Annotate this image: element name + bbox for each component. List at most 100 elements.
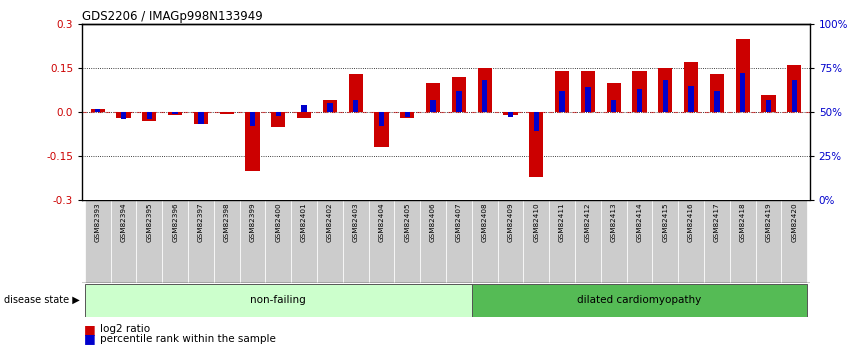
Bar	[740, 73, 746, 112]
Text: GSM82404: GSM82404	[378, 203, 385, 242]
Text: GSM82394: GSM82394	[120, 203, 126, 242]
Text: dilated cardiomyopathy: dilated cardiomyopathy	[578, 295, 701, 305]
Bar	[611, 100, 617, 112]
Bar	[275, 112, 281, 116]
Bar	[394, 200, 420, 283]
Bar	[606, 83, 621, 112]
Bar	[482, 80, 488, 112]
Text: GSM82403: GSM82403	[352, 203, 359, 242]
Bar	[688, 86, 694, 112]
Bar	[446, 200, 472, 283]
Bar	[111, 200, 137, 283]
Bar	[297, 112, 311, 118]
Bar	[755, 200, 781, 283]
Bar	[766, 100, 771, 112]
Bar	[714, 91, 720, 112]
Bar	[220, 112, 234, 114]
Bar	[652, 200, 678, 283]
Bar	[137, 200, 162, 283]
Bar	[601, 200, 627, 283]
Bar	[735, 39, 750, 112]
Bar	[245, 112, 260, 171]
Bar	[168, 112, 182, 115]
Bar	[581, 71, 595, 112]
Bar	[632, 71, 647, 112]
Bar	[214, 200, 240, 283]
Text: GSM82399: GSM82399	[249, 203, 255, 242]
Bar	[240, 200, 265, 283]
Bar	[374, 112, 389, 147]
Text: GSM82419: GSM82419	[766, 203, 772, 242]
Bar	[529, 112, 543, 177]
Bar	[317, 200, 343, 283]
Text: GSM82397: GSM82397	[198, 203, 204, 242]
Bar	[637, 89, 643, 112]
Bar	[533, 112, 539, 131]
Bar	[343, 200, 369, 283]
Bar	[327, 104, 333, 112]
Bar	[523, 200, 549, 283]
Bar	[271, 112, 286, 127]
Bar	[575, 200, 601, 283]
Bar	[549, 200, 575, 283]
Text: GSM82407: GSM82407	[456, 203, 462, 242]
Text: GSM82405: GSM82405	[404, 203, 410, 242]
Text: GSM82400: GSM82400	[275, 203, 281, 242]
Bar	[172, 112, 178, 114]
Bar	[420, 200, 446, 283]
Bar	[503, 112, 518, 115]
Bar	[95, 109, 100, 112]
Bar	[116, 112, 131, 118]
Text: GSM82393: GSM82393	[94, 203, 100, 242]
Bar	[85, 284, 472, 317]
Bar	[472, 284, 807, 317]
Bar	[85, 200, 111, 283]
Bar	[430, 100, 436, 112]
Bar	[249, 112, 255, 126]
Bar	[761, 95, 776, 112]
Bar	[498, 200, 523, 283]
Text: GSM82411: GSM82411	[559, 203, 565, 242]
Bar	[472, 200, 498, 283]
Bar	[704, 200, 730, 283]
Text: ■: ■	[84, 332, 100, 345]
Text: GSM82408: GSM82408	[481, 203, 488, 242]
Bar	[323, 100, 337, 112]
Text: log2 ratio: log2 ratio	[100, 325, 150, 334]
Text: GSM82413: GSM82413	[611, 203, 617, 242]
Bar	[627, 200, 652, 283]
Text: percentile rank within the sample: percentile rank within the sample	[100, 334, 275, 344]
Text: GSM82412: GSM82412	[585, 203, 591, 242]
Text: GSM82402: GSM82402	[326, 203, 333, 242]
Bar	[121, 112, 126, 119]
Text: GSM82406: GSM82406	[430, 203, 436, 242]
Bar	[426, 83, 440, 112]
Bar	[265, 200, 291, 283]
Bar	[477, 68, 492, 112]
Bar	[559, 91, 565, 112]
Bar	[456, 91, 462, 112]
Bar	[710, 74, 724, 112]
Text: GSM82401: GSM82401	[301, 203, 307, 242]
Bar	[787, 65, 801, 112]
Text: GDS2206 / IMAGp998N133949: GDS2206 / IMAGp998N133949	[82, 10, 263, 23]
Text: GSM82417: GSM82417	[714, 203, 720, 242]
Bar	[792, 80, 797, 112]
Bar	[378, 112, 385, 126]
Bar	[198, 112, 204, 125]
Text: GSM82415: GSM82415	[662, 203, 669, 242]
Bar	[162, 200, 188, 283]
Text: GSM82418: GSM82418	[740, 203, 746, 242]
Text: disease state ▶: disease state ▶	[4, 295, 80, 305]
Text: non-failing: non-failing	[250, 295, 307, 305]
Bar	[353, 100, 359, 112]
Bar	[507, 112, 514, 117]
Bar	[301, 105, 307, 112]
Bar	[585, 88, 591, 112]
Bar	[678, 200, 704, 283]
Text: GSM82409: GSM82409	[507, 203, 514, 242]
Bar	[91, 109, 105, 112]
Text: GSM82410: GSM82410	[533, 203, 540, 242]
Bar	[684, 62, 698, 112]
Bar	[146, 112, 152, 119]
